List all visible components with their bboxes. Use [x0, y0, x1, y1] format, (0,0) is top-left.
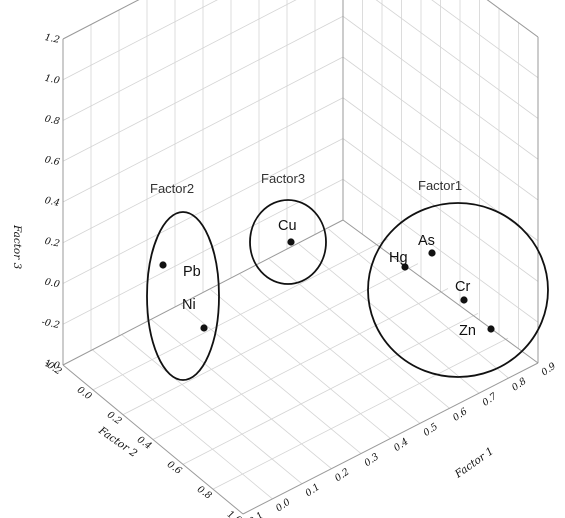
z-tick-label: 1.2	[44, 32, 61, 46]
x-tick-label: -0.1	[244, 510, 265, 518]
x-tick-label: 0.6	[451, 406, 470, 424]
z-tick-label: -0.2	[40, 317, 60, 332]
x-tick-label: 0.9	[539, 361, 558, 379]
group-ellipse-factor3	[249, 199, 327, 285]
factor-groups: Factor1 Factor2 Factor3	[146, 171, 549, 381]
data-point-ni	[200, 324, 208, 332]
z-tick-label: 1.0	[44, 358, 61, 372]
y-tick-label: 1.0	[225, 509, 244, 518]
point-label-zn: Zn	[459, 323, 476, 339]
box-edge	[342, 219, 539, 364]
x-tick-label: 0.4	[392, 436, 411, 454]
point-label-ni: Ni	[182, 297, 196, 313]
floor-grid-line	[212, 337, 509, 490]
z-tick-label: 1.0	[44, 73, 61, 87]
data-point-pb	[159, 261, 167, 269]
data-points: Cu Pb Ni Hg As Cr Zn	[159, 218, 495, 339]
group-label-factor1: Factor1	[418, 178, 462, 193]
box-edge	[486, 0, 539, 38]
group-label-factor3: Factor3	[261, 171, 305, 186]
y-tick-label: 0.8	[195, 484, 214, 502]
y-axis-label: Factor 2	[95, 424, 139, 460]
group-ellipse-factor1	[367, 202, 549, 378]
z-tick-label: 0.8	[44, 114, 61, 128]
x-tick-label: 0.1	[303, 482, 322, 500]
box-frame	[62, 0, 539, 515]
data-point-cu	[287, 238, 295, 246]
box-edge	[62, 0, 140, 40]
data-point-zn	[487, 325, 495, 333]
data-point-hg	[401, 263, 409, 271]
y-tick-label: 0.0	[75, 385, 94, 403]
z-tick-label: 0.6	[44, 154, 61, 168]
box-edge	[62, 364, 244, 515]
z-tick-label: 0.2	[44, 236, 61, 250]
x-tick-label: 0.5	[421, 421, 440, 439]
grid-layer	[62, 0, 539, 500]
x-tick-label: 0.2	[333, 466, 352, 484]
y-tick-label: 0.2	[105, 409, 124, 427]
floor-grid-line	[152, 288, 449, 440]
x-tick-label: 0.8	[510, 376, 529, 394]
z-tick-label: 0.0	[44, 277, 61, 291]
floor-grid-line	[122, 263, 419, 416]
group-ellipse-factor2	[146, 211, 220, 381]
point-label-cu: Cu	[278, 218, 297, 234]
floor-grid-line	[92, 238, 389, 391]
box-edge	[62, 219, 344, 366]
point-label-pb: Pb	[183, 264, 201, 280]
group-label-factor2: Factor2	[150, 181, 194, 196]
x-axis-label: Factor 1	[452, 445, 496, 481]
floor-grid-line	[182, 312, 479, 465]
x-tick-label: 0.3	[362, 451, 381, 469]
x-tick-label: 0.0	[274, 497, 293, 515]
data-point-as	[428, 249, 436, 257]
point-label-as: As	[418, 233, 435, 249]
box-edge	[242, 362, 539, 515]
z-axis-label: Factor 3	[11, 224, 23, 270]
point-label-cr: Cr	[455, 279, 470, 295]
data-point-cr	[460, 296, 468, 304]
point-label-hg: Hg	[389, 250, 408, 266]
z-tick-label: 0.4	[44, 195, 61, 209]
x-tick-label: 0.7	[480, 390, 499, 408]
y-tick-label: 0.6	[165, 459, 184, 477]
